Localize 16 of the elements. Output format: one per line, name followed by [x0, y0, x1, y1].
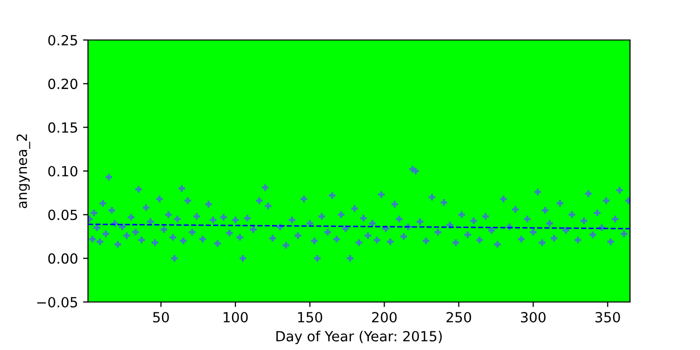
x-tick-label: 300	[521, 312, 546, 322]
y-tick-label: 0.05	[48, 210, 78, 220]
x-tick-label: 100	[224, 312, 248, 322]
y-tick-label: 0.25	[48, 34, 78, 46]
y-tick-label: 0.10	[48, 166, 78, 176]
x-tick-label: 250	[446, 312, 472, 322]
y-tick-label: −0.05	[37, 296, 78, 308]
x-tick-label: 200	[372, 312, 397, 322]
y-tick-label: 0.15	[48, 122, 78, 133]
y-tick-label: 0.00	[48, 253, 78, 264]
y-axis-title: angynea_2	[16, 134, 30, 208]
y-tick-label: 0.20	[48, 78, 78, 90]
x-tick-label: 350	[595, 312, 620, 322]
x-tick-label: 50	[153, 312, 169, 322]
x-axis-title: Day of Year (Year: 2015)	[276, 330, 442, 344]
x-tick-label: 150	[298, 312, 322, 322]
